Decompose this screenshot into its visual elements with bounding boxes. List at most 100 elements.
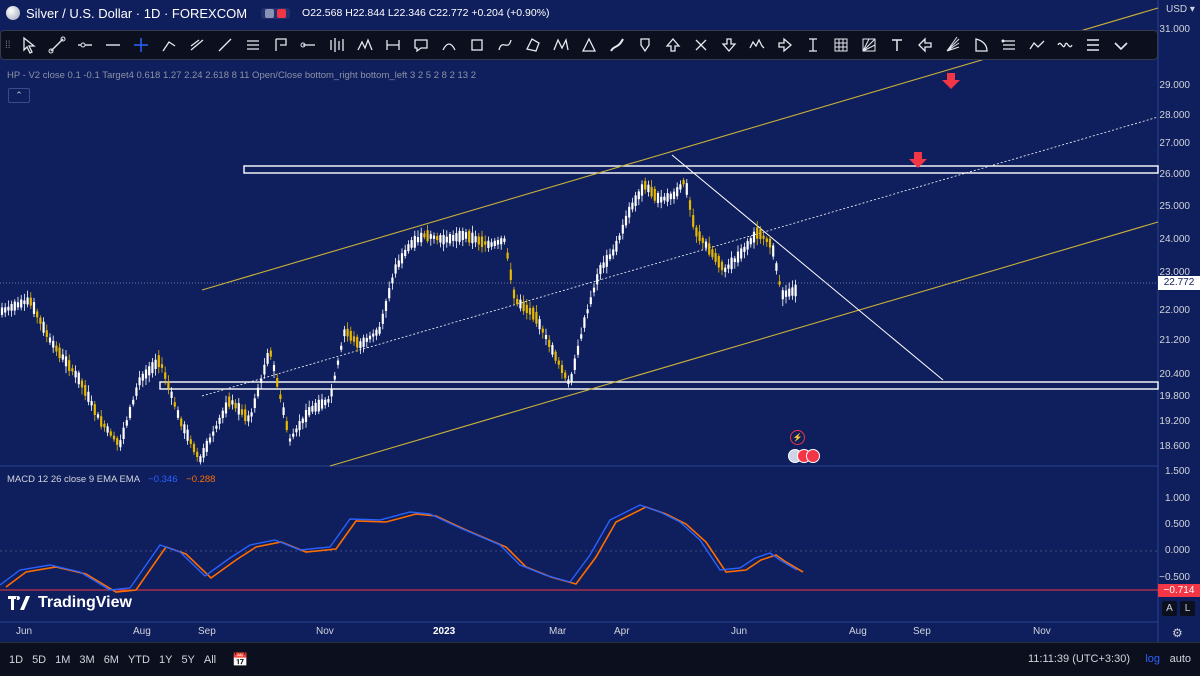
candle-body <box>29 297 32 306</box>
symbol-header[interactable]: Silver / U.S. Dollar · 1D · FOREXCOM O22… <box>0 0 550 26</box>
more-icon[interactable] <box>1107 33 1135 57</box>
arc-shape-icon[interactable] <box>967 33 995 57</box>
range-button-1m[interactable]: 1M <box>55 653 71 666</box>
candle-body <box>788 288 791 297</box>
candle-body <box>253 398 256 409</box>
candle-body <box>263 364 266 375</box>
menu-icon[interactable] <box>1079 33 1107 57</box>
candle-body <box>151 362 154 374</box>
polygon-icon[interactable] <box>519 33 547 57</box>
parallel-channel-icon[interactable] <box>239 33 267 57</box>
path-icon[interactable] <box>1023 33 1051 57</box>
text-icon[interactable] <box>883 33 911 57</box>
lightning-event-icon[interactable]: ⚡ <box>790 430 805 445</box>
range-button-all[interactable]: All <box>203 653 217 666</box>
symbol-flags[interactable] <box>261 7 291 19</box>
candle-body <box>359 341 362 349</box>
extended-line-icon[interactable] <box>155 33 183 57</box>
elliott-wave-icon[interactable] <box>351 33 379 57</box>
crosshair-icon[interactable] <box>127 33 155 57</box>
xabcd-pattern-icon[interactable] <box>547 33 575 57</box>
silver-symbol-icon <box>6 6 20 20</box>
rectangle-icon[interactable] <box>463 33 491 57</box>
economic-events-group[interactable] <box>788 449 820 463</box>
horizontal-ray-icon[interactable] <box>295 33 323 57</box>
candle-body <box>372 333 375 337</box>
fib-fan-icon[interactable] <box>855 33 883 57</box>
fib-wedge-icon[interactable] <box>939 33 967 57</box>
arrow-right-icon[interactable] <box>771 33 799 57</box>
ray-icon-svg <box>78 42 92 48</box>
drawing-toolbar[interactable]: ⁞⁞ <box>0 30 1158 60</box>
range-button-1y[interactable]: 1Y <box>158 653 173 666</box>
pitchfork-icon[interactable] <box>1051 33 1079 57</box>
brush-icon[interactable] <box>603 33 631 57</box>
comment-icon[interactable] <box>407 33 435 57</box>
auto-toggle[interactable]: auto <box>1169 653 1191 665</box>
horizontal-line-icon[interactable] <box>99 33 127 57</box>
range-button-3m[interactable]: 3M <box>79 653 95 666</box>
arrow-left-icon[interactable] <box>911 33 939 57</box>
list-icon[interactable] <box>995 33 1023 57</box>
candle-body <box>586 309 589 314</box>
arrow-down-icon[interactable] <box>715 33 743 57</box>
info-line-icon[interactable] <box>183 33 211 57</box>
candle-body <box>128 407 132 418</box>
candle-body <box>720 261 724 271</box>
head-shoulders-icon[interactable] <box>743 33 771 57</box>
candle-body <box>183 424 186 434</box>
range-button-6m[interactable]: 6M <box>103 653 119 666</box>
triangle-icon[interactable] <box>575 33 603 57</box>
curve-icon[interactable] <box>491 33 519 57</box>
calendar-icon[interactable]: 📅 <box>232 651 249 667</box>
currency-selector[interactable]: USD ▾ <box>1166 4 1195 15</box>
candle-body <box>311 405 314 412</box>
candle-body <box>714 253 717 262</box>
range-button-1d[interactable]: 1D <box>9 653 24 666</box>
grid-icon[interactable] <box>827 33 855 57</box>
crosshair-icon-svg <box>134 38 148 52</box>
candle-body <box>672 191 676 200</box>
candle-body <box>135 387 138 396</box>
auto-scale-button[interactable]: A <box>1162 601 1177 616</box>
menu-icon-svg <box>1087 39 1099 51</box>
cursor-icon[interactable] <box>15 33 43 57</box>
log-toggle[interactable]: log <box>1145 653 1160 665</box>
angle-icon[interactable] <box>211 33 239 57</box>
candle-body <box>16 302 20 308</box>
candle-body <box>250 412 253 417</box>
anchored-text-icon[interactable] <box>799 33 827 57</box>
cross-icon[interactable] <box>687 33 715 57</box>
log-scale-button[interactable]: L <box>1180 601 1195 616</box>
bars-pattern-icon[interactable] <box>323 33 351 57</box>
marker-icon[interactable] <box>631 33 659 57</box>
arrow-up-icon-svg <box>665 38 681 52</box>
callout-icon[interactable] <box>267 33 295 57</box>
candle-body <box>711 249 714 258</box>
settings-gear-icon[interactable]: ⚙ <box>1172 626 1183 640</box>
candle-body <box>794 284 797 297</box>
time-axis[interactable]: Jun Aug Sep Nov 2023 Mar Apr Jun Aug Sep Nov <box>0 622 1158 642</box>
range-button-ytd[interactable]: YTD <box>127 653 150 666</box>
clock[interactable]: 11:11:39 (UTC+3:30) <box>1027 653 1130 665</box>
bottom-toolbar[interactable]: 1D 5D 1M 3M 6M YTD 1Y 5Y All 📅 11:11:39 (UTC+3:3… <box>0 642 1200 676</box>
ray-icon[interactable] <box>71 33 99 57</box>
candle-body <box>304 410 308 422</box>
toolbar-grip-icon[interactable]: ⁞⁞ <box>5 39 11 51</box>
range-button-5d[interactable]: 5D <box>32 653 47 666</box>
collapse-indicators-button[interactable]: ⌃ <box>8 88 30 103</box>
arc-icon[interactable] <box>435 33 463 57</box>
trend-line-icon[interactable] <box>43 33 71 57</box>
arrow-up-icon[interactable] <box>659 33 687 57</box>
candle-body <box>762 235 765 239</box>
date-range-icon[interactable] <box>379 33 407 57</box>
macd-legend[interactable]: MACD 12 26 close 9 EMA EMA −0.346 −0.288 <box>7 474 215 485</box>
candle-body <box>397 260 400 267</box>
symbol-title[interactable]: Silver / U.S. Dollar · 1D · FOREXCOM <box>26 5 248 21</box>
candle-body <box>420 232 423 243</box>
candle-body <box>138 377 141 386</box>
range-button-5y[interactable]: 5Y <box>181 653 195 666</box>
price-axis-label: 29.000 <box>1159 80 1190 91</box>
